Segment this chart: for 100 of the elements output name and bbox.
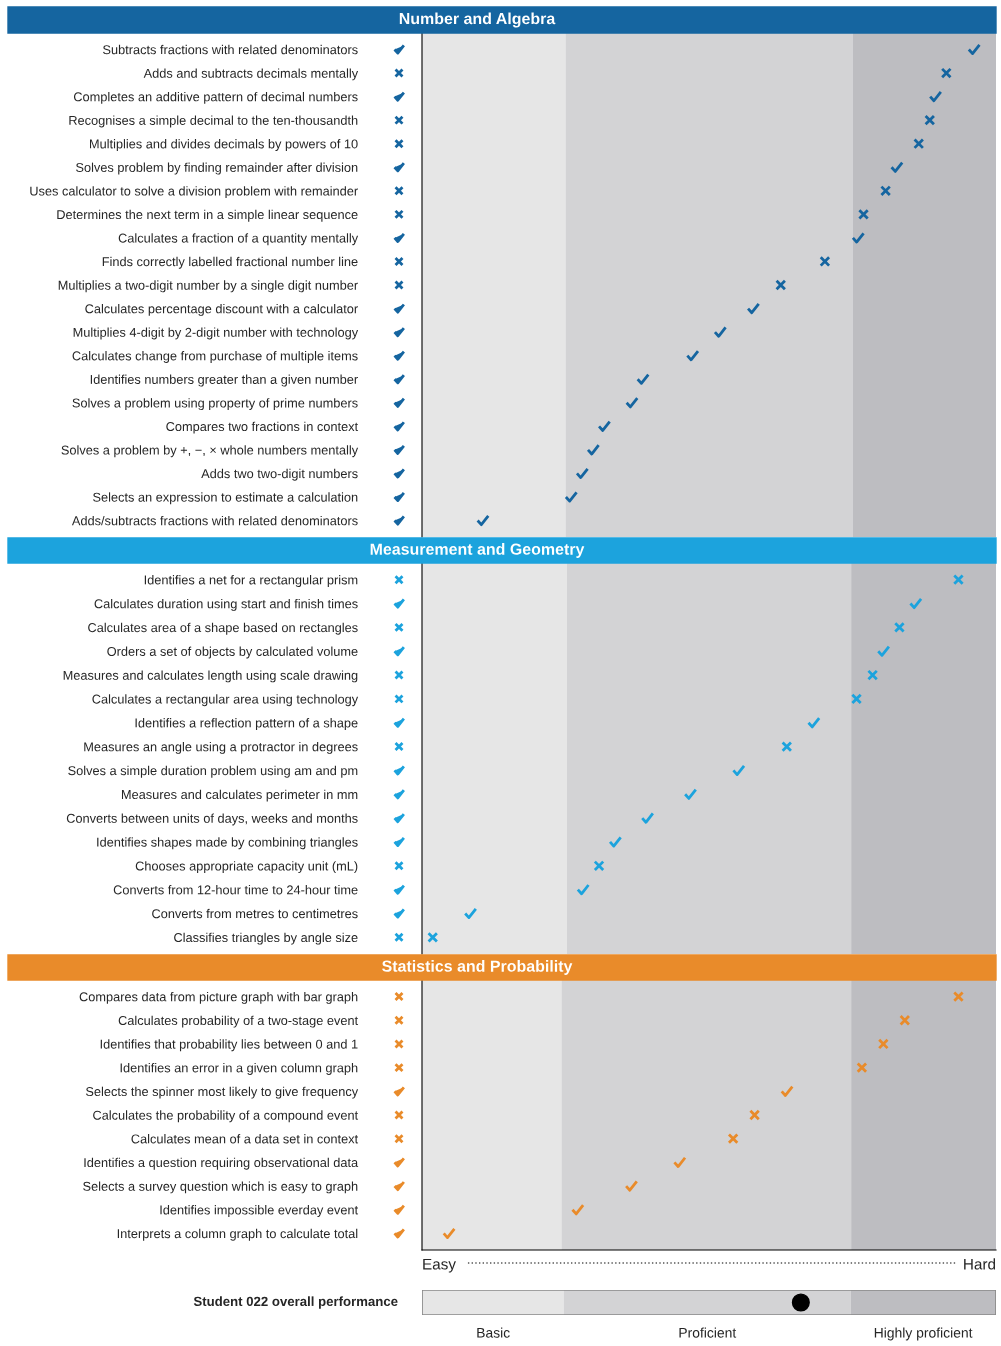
chart-title: Measurement and Geometry	[370, 543, 585, 558]
y-tick-label: Multiplies and divides decimals by powers of 10	[90, 139, 358, 151]
point	[564, 490, 578, 503]
point	[857, 208, 870, 220]
point	[899, 1014, 911, 1026]
y-tick-label: Classifies triangles by angle size	[174, 932, 358, 945]
y-tick-label: Converts from metres to centimetres	[152, 908, 358, 919]
y-tick-label: Solves a simple duration problem using am and pm	[68, 765, 358, 778]
y-tick-label: Measures and calculates length using scale drawing	[63, 670, 358, 683]
text: Highly proficient	[874, 1327, 973, 1341]
point	[913, 138, 925, 150]
text: Easy	[423, 1258, 456, 1273]
y-tick-label: Identifies numbers greater than a given number	[90, 374, 358, 387]
point	[586, 443, 601, 456]
point	[597, 420, 612, 432]
point	[928, 90, 943, 103]
point	[924, 114, 936, 126]
y-tick-label: Selects the spinner most likely to give frequency	[85, 1086, 359, 1099]
point	[952, 991, 965, 1003]
point	[463, 907, 478, 920]
y-tick-label: Completes an additive pattern of decimal numbers	[73, 91, 358, 104]
point	[775, 279, 787, 291]
y-tick-label: Measures and calculates perimeter in mm	[121, 789, 358, 802]
point	[890, 161, 904, 173]
point	[880, 185, 892, 197]
text: Hard	[964, 1258, 996, 1270]
point	[571, 1203, 585, 1216]
point	[608, 835, 623, 848]
y-tick-label: Adds/subtracts fractions with related denominators	[71, 515, 358, 526]
y-tick-label: Compares data from picture graph with bar graph	[79, 991, 358, 1004]
y-tick-label: Identifies shapes made by combining triangles	[97, 837, 358, 850]
point	[749, 1109, 761, 1121]
y-tick-label: Converts between units of days, weeks and months	[66, 813, 358, 826]
y-tick-label: Compares two fractions in context	[166, 421, 359, 434]
y-tick-label: Adds two two-digit numbers	[201, 468, 358, 481]
point	[893, 621, 905, 633]
y-tick-label: Identifies a net for a rectangular prism	[144, 575, 358, 587]
point	[673, 1156, 687, 1168]
y-tick-label: Calculates the probability of a compound event	[93, 1110, 359, 1123]
y-tick-label: Multiplies 4-digit by 2-digit number with technology	[73, 327, 359, 340]
text: Basic	[477, 1327, 510, 1338]
y-tick-label: Determines the next term in a simple linear sequence	[57, 209, 358, 222]
y-tick-label: Subtracts fractions with related denominators	[103, 44, 358, 55]
y-tick-label: Identifies impossible everday event	[160, 1205, 359, 1218]
y-tick-label: Identifies an error in a given column graph	[120, 1063, 358, 1075]
y-tick-label: Identifies a reflection pattern of a shape	[135, 718, 358, 731]
y-tick-label: Measures an angle using a protractor in degrees	[84, 741, 358, 754]
y-tick-label: Uses calculator to solve a division problem with remainder	[30, 186, 358, 199]
y-tick-label: Calculates area of a shape based on rectangles	[88, 622, 358, 635]
point	[967, 43, 981, 56]
y-tick-label: Identifies that probability lies between 0 and 1	[100, 1039, 358, 1052]
y-tick-label: Calculates duration using start and finish times	[94, 598, 358, 611]
point	[746, 302, 761, 315]
y-tick-label: Chooses appropriate capacity unit (mL)	[135, 861, 358, 874]
y-tick-label: Solves a problem by +, −, × whole numbers mentally	[61, 445, 359, 458]
y-tick-label: Finds correctly labelled fractional number line	[102, 256, 358, 269]
point	[819, 255, 831, 268]
point	[636, 373, 650, 385]
y-tick-label: Calculates percentage discount with a calculator	[85, 303, 358, 316]
point	[876, 645, 891, 657]
y-tick-label: Calculates change from purchase of multiple items	[72, 351, 358, 363]
point	[442, 1227, 456, 1239]
chart-title: Statistics and Probability	[382, 960, 573, 975]
y-tick-label: Recognises a simple decimal to the ten-thousandth	[69, 115, 358, 128]
y-tick-label: Solves problem by finding remainder after division	[76, 162, 358, 175]
y-tick-label: Converts from 12-hour time to 24-hour time	[113, 885, 358, 895]
point	[683, 788, 698, 800]
point	[640, 812, 655, 824]
point	[476, 514, 490, 527]
point	[593, 860, 605, 872]
point	[713, 326, 727, 338]
point	[952, 574, 965, 586]
point	[685, 349, 700, 362]
point	[727, 1133, 739, 1145]
y-tick-label: Multiplies a two-digit number by a single digit number	[58, 280, 358, 293]
y-tick-label: Selects a survey question which is easy to graph	[83, 1181, 358, 1194]
point	[856, 1062, 868, 1074]
y-tick-label: Calculates a fraction of a quantity mentally	[118, 233, 359, 246]
point	[940, 67, 952, 79]
y-tick-label: Adds and subtracts decimals mentally	[143, 68, 359, 81]
point	[781, 741, 793, 753]
y-tick-label: Calculates probability of a two-stage event	[118, 1015, 359, 1028]
point	[427, 931, 439, 943]
y-tick-label: Orders a set of objects by calculated volume	[107, 646, 358, 659]
y-tick-label: Calculates a rectangular area using technology	[92, 694, 359, 707]
point	[780, 1085, 794, 1097]
point	[575, 467, 589, 479]
chart-title: Number and Algebra	[399, 12, 556, 28]
point	[576, 883, 590, 896]
point	[867, 669, 879, 681]
point	[850, 693, 863, 705]
text: Proficient	[679, 1327, 737, 1338]
point	[732, 764, 746, 776]
y-tick-label: Identifies a question requiring observational data	[84, 1157, 359, 1170]
point	[909, 597, 923, 610]
point	[877, 1038, 889, 1050]
text: Student 022 overall performance	[193, 1296, 398, 1309]
y-tick-label: Solves a problem using property of prime numbers	[72, 398, 358, 411]
point	[624, 1180, 639, 1192]
point	[625, 396, 639, 409]
